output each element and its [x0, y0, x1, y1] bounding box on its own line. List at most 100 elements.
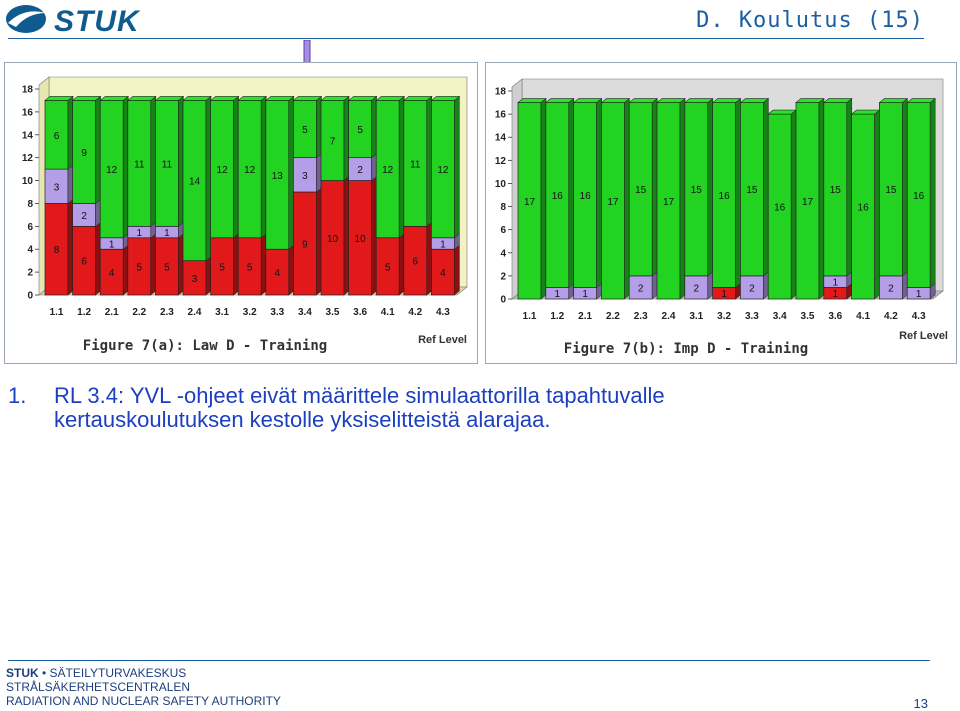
bar-top	[126, 96, 157, 101]
bar-top	[572, 98, 603, 103]
bar-segment-side	[763, 271, 769, 300]
bar-top	[683, 98, 714, 103]
logo-text: STUK	[54, 5, 140, 38]
bar-top	[600, 98, 631, 103]
data-label: 16	[913, 191, 925, 202]
data-label: 2	[749, 283, 755, 294]
x-tick-label: 3.3	[270, 307, 284, 318]
y-tick-label: 10	[22, 176, 34, 187]
bar-segment-side	[178, 95, 184, 227]
bullet-point: 1. RL 3.4: YVL -ohjeet eivät määrittele s…	[8, 384, 908, 432]
data-label: 2	[888, 283, 894, 294]
bar-segment-side	[540, 98, 547, 300]
bar-top	[656, 98, 686, 103]
data-label: 9	[302, 240, 308, 251]
bar-top	[795, 98, 825, 103]
x-tick-label: 1.1	[50, 307, 64, 318]
header-divider	[8, 38, 924, 39]
data-label: 16	[552, 191, 564, 202]
data-label: 1	[916, 289, 922, 300]
data-label: 5	[247, 262, 253, 273]
bar-segment-side	[929, 98, 936, 288]
x-tick-label: 3.5	[326, 307, 340, 318]
bullet-line-1: RL 3.4: YVL -ohjeet eivät määrittele sim…	[54, 383, 665, 408]
x-tick-label: 1.1	[523, 311, 537, 322]
bar-segment-side	[651, 271, 658, 300]
data-label: 1	[833, 278, 839, 289]
bar-segment-side	[371, 176, 377, 296]
bar-segment-side	[122, 95, 129, 239]
data-label: 15	[691, 185, 703, 196]
bar-segment-side	[596, 98, 602, 288]
y-tick-label: 12	[495, 156, 507, 167]
data-label: 1	[833, 289, 839, 300]
bar-top	[402, 96, 433, 101]
data-label: 11	[410, 159, 421, 170]
bar-segment-side	[624, 98, 630, 300]
y-tick-label: 14	[22, 130, 34, 141]
bar-segment-side	[902, 271, 908, 300]
bar-segment-side	[205, 95, 212, 262]
bar-segment-side	[763, 98, 769, 277]
bar-top	[906, 98, 937, 103]
data-label: 10	[327, 234, 339, 245]
x-tick-label: 2.1	[578, 311, 592, 322]
bar-top	[822, 98, 853, 103]
footer-line-3: RADIATION AND NUCLEAR SAFETY AUTHORITY	[6, 694, 281, 708]
page-number: 13	[913, 696, 928, 711]
bar-segment-side	[454, 95, 460, 239]
y-tick-label: 16	[495, 110, 507, 121]
data-label: 14	[189, 177, 201, 188]
data-label: 12	[437, 165, 449, 176]
x-tick-label: 4.3	[912, 311, 926, 322]
y-tick-label: 14	[495, 133, 507, 144]
bar-segment-side	[288, 244, 295, 296]
bar-top	[264, 96, 295, 101]
data-label: 4	[109, 268, 115, 279]
x-tick-label: 3.2	[243, 307, 257, 318]
x-axis-label: Ref Level	[418, 334, 467, 346]
data-label: 11	[134, 159, 145, 170]
y-tick-label: 6	[27, 222, 33, 233]
bar-top	[544, 98, 575, 103]
footer-line-1: • SÄTEILYTURVAKESKUS	[38, 666, 187, 680]
chart-title: Figure 7(b): Imp D - Training	[564, 341, 808, 357]
data-label: 6	[54, 131, 60, 142]
bar-segment-side	[316, 153, 322, 193]
bar-segment-side	[205, 256, 212, 296]
x-tick-label: 3.6	[353, 307, 367, 318]
data-label: 11	[162, 159, 173, 170]
bar-top	[347, 96, 378, 101]
data-label: 5	[302, 125, 308, 136]
footer-line-2: STRÅLSÄKERHETSCENTRALEN	[6, 680, 191, 694]
y-tick-label: 8	[500, 202, 506, 213]
data-label: 2	[81, 211, 87, 222]
x-tick-label: 2.1	[105, 307, 119, 318]
y-tick-label: 4	[27, 245, 33, 256]
data-label: 1	[164, 228, 170, 239]
x-tick-label: 3.6	[828, 311, 842, 322]
data-label: 5	[164, 262, 170, 273]
x-tick-label: 2.4	[188, 307, 202, 318]
y-tick-label: 18	[495, 87, 507, 98]
footer: STUK • SÄTEILYTURVAKESKUS STRÅLSÄKERHETS…	[6, 666, 281, 708]
bar-top	[99, 96, 130, 101]
bar-top	[430, 96, 461, 101]
chart-imp-d-panel: 02468101214161800171.101161.201162.10017…	[485, 62, 957, 364]
data-label: 16	[580, 191, 592, 202]
bullet-number: 1.	[8, 383, 27, 408]
bar-top	[71, 96, 102, 101]
data-label: 6	[413, 257, 419, 268]
bar-top	[44, 96, 74, 101]
data-label: 15	[746, 185, 758, 196]
data-label: 7	[330, 137, 336, 148]
data-label: 2	[694, 283, 700, 294]
x-tick-label: 4.3	[436, 307, 450, 318]
data-label: 3	[302, 171, 308, 182]
bar-top	[628, 98, 659, 103]
data-label: 1	[109, 240, 115, 251]
bar-top	[878, 98, 909, 103]
bar-segment-side	[679, 98, 686, 300]
bar-segment-side	[707, 271, 714, 300]
data-label: 3	[54, 182, 60, 193]
